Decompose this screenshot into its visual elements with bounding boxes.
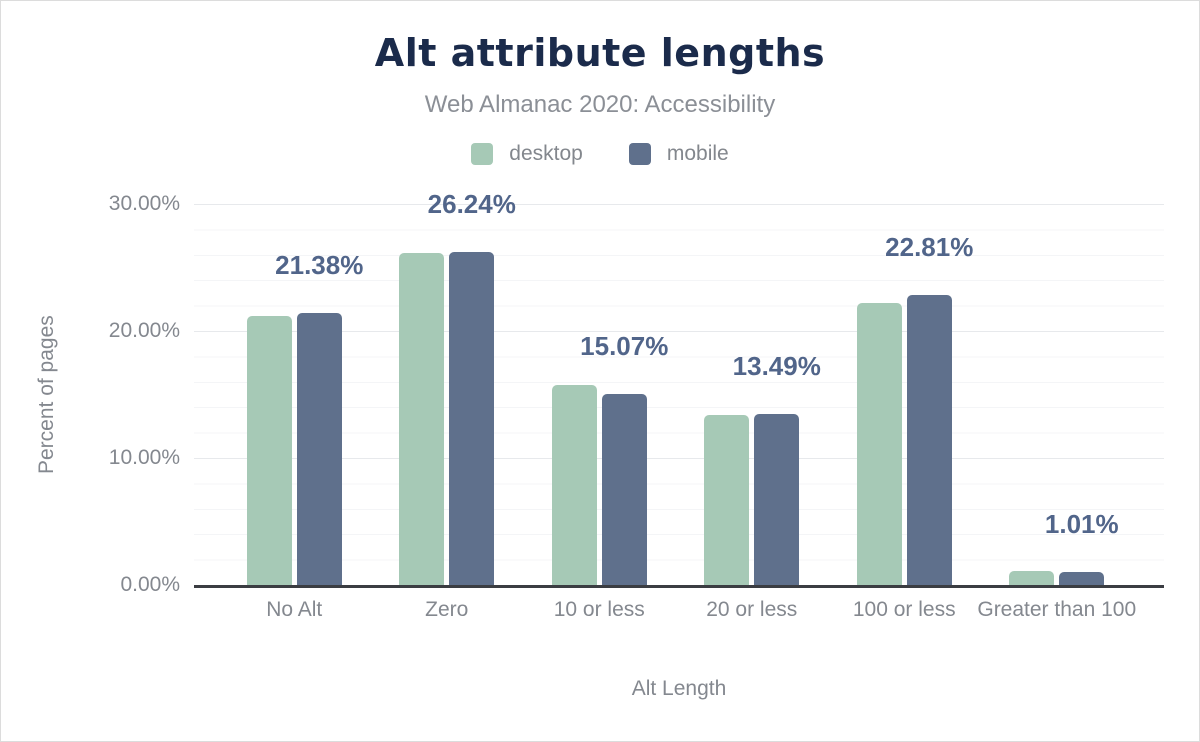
bar-group-1: 26.24% Zero	[371, 189, 524, 621]
bar-desktop-3[interactable]	[704, 414, 750, 585]
legend: desktop mobile	[1, 142, 1199, 166]
x-tick-label-0: No Alt	[266, 598, 323, 621]
legend-swatch-desktop	[471, 143, 494, 165]
chart-subtitle: Web Almanac 2020: Accessibility	[424, 91, 776, 118]
legend-label-mobile: mobile	[666, 142, 729, 165]
bar-mobile-4[interactable]	[906, 295, 952, 585]
y-tick-label-3: 30.00%	[108, 192, 180, 215]
bar-group-5: 1.01% Greater than 100	[977, 204, 1136, 621]
chart-title: Alt attribute lengths	[374, 31, 826, 75]
data-label-1: 26.24%	[427, 188, 516, 219]
bar-pair	[218, 204, 371, 585]
x-tick-label-3: 20 or less	[706, 598, 798, 621]
bar-group-2: 15.07% 10 or less	[523, 204, 676, 621]
data-label-4: 22.81%	[885, 232, 974, 263]
bar-mobile-5[interactable]	[1059, 572, 1105, 585]
bar-pair	[523, 204, 676, 585]
x-tick-label-1: Zero	[425, 598, 469, 621]
bar-desktop-1[interactable]	[399, 253, 445, 585]
legend-item-desktop[interactable]: desktop	[471, 142, 583, 166]
y-tick-label-0: 0.00%	[120, 573, 180, 596]
legend-item-mobile[interactable]: mobile	[628, 142, 729, 166]
data-label-3: 13.49%	[732, 350, 821, 381]
legend-swatch-mobile	[628, 143, 651, 165]
bar-desktop-4[interactable]	[856, 303, 902, 585]
bar-desktop-0[interactable]	[246, 315, 292, 585]
bar-group-4: 22.81% 100 or less	[828, 204, 981, 621]
bar-pair	[676, 204, 829, 585]
y-tick-label-1: 10.00%	[108, 446, 180, 469]
bar-desktop-5[interactable]	[1009, 571, 1055, 585]
data-label-0: 21.38%	[275, 250, 364, 281]
data-label-5: 1.01%	[1044, 509, 1119, 540]
bar-mobile-3[interactable]	[754, 413, 800, 585]
legend-label-desktop: desktop	[509, 142, 583, 165]
bar-pair	[371, 204, 524, 585]
bar-group-3: 13.49% 20 or less	[676, 204, 829, 621]
bar-mobile-2[interactable]	[601, 393, 647, 585]
bar-mobile-0[interactable]	[296, 313, 342, 585]
y-axis-title: Percent of pages	[35, 315, 58, 474]
x-tick-label-4: 100 or less	[852, 598, 956, 621]
bar-pair	[828, 204, 981, 585]
x-axis-title: Alt Length	[631, 677, 727, 700]
bar-desktop-2[interactable]	[551, 385, 597, 585]
bar-group-0: 21.38% No Alt	[218, 204, 371, 621]
x-tick-label-2: 10 or less	[553, 598, 645, 621]
bar-mobile-1[interactable]	[449, 251, 495, 585]
data-label-2: 15.07%	[580, 330, 669, 361]
x-tick-label-5: Greater than 100	[977, 598, 1137, 621]
bar-pair	[981, 204, 1134, 585]
plot-area: 21.38% No Alt 26.24% Zero 15.07% 10 or less 13…	[109, 189, 1164, 621]
y-tick-label-2: 20.00%	[108, 319, 180, 342]
